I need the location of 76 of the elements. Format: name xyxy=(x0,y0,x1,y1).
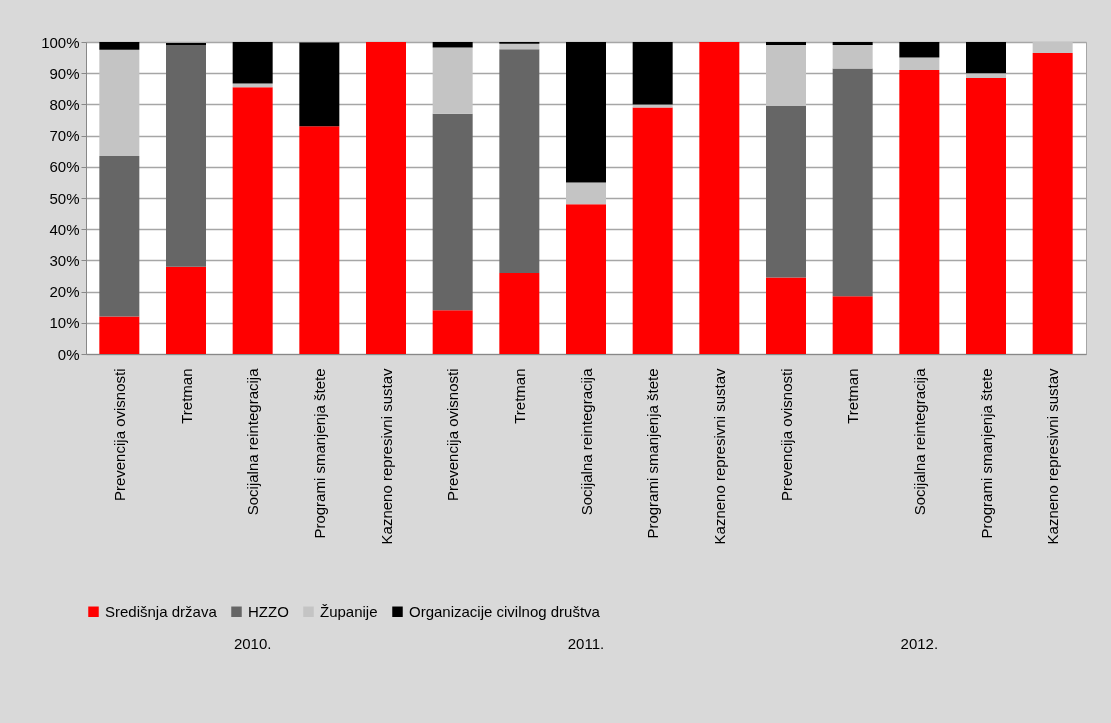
y-tick-label: 30% xyxy=(49,251,80,269)
bar xyxy=(566,42,606,183)
x-tick-label: Prevencija ovisnosti xyxy=(777,368,795,502)
bar xyxy=(232,83,273,88)
y-tick-label: 0% xyxy=(57,345,80,363)
bar xyxy=(166,45,206,267)
bar xyxy=(766,45,806,106)
y-tick-label: 10% xyxy=(49,314,80,332)
bar xyxy=(99,49,140,156)
y-tick-label: 50% xyxy=(49,189,80,207)
x-tick-label: Programi smanjenja štete xyxy=(310,368,328,539)
bar xyxy=(632,42,673,105)
bar xyxy=(632,107,673,354)
bar xyxy=(499,272,540,354)
bar xyxy=(832,296,873,354)
bar xyxy=(99,316,140,354)
bar xyxy=(566,182,606,205)
bar xyxy=(99,155,140,317)
bar xyxy=(166,266,206,354)
x-tick-label: Programi smanjenja štete xyxy=(977,368,995,539)
bar xyxy=(699,42,740,354)
bar xyxy=(432,47,473,114)
bar xyxy=(966,77,1006,354)
bar xyxy=(766,105,806,278)
x-tick-label: Socijalna reintegracija xyxy=(244,367,262,516)
y-tick-label: 100% xyxy=(41,33,80,51)
x-tick-label: Kazneno represivni sustav xyxy=(710,368,728,545)
bar xyxy=(499,49,540,273)
x-tick-label: Kazneno represivni sustav xyxy=(1044,368,1062,545)
bar xyxy=(966,73,1006,78)
bar xyxy=(1032,42,1073,53)
bar xyxy=(566,204,606,354)
y-tick-label: 40% xyxy=(49,220,80,238)
bar xyxy=(899,57,940,71)
x-tick-label: Prevencija ovisnosti xyxy=(444,368,462,502)
x-tick-label: Socijalna reintegracija xyxy=(910,367,928,516)
bar xyxy=(99,42,140,50)
bar xyxy=(232,87,273,354)
text: 2011. xyxy=(567,635,605,652)
bar xyxy=(1032,52,1073,354)
bar xyxy=(832,42,873,46)
bar xyxy=(832,68,873,297)
legend-label: Županije xyxy=(320,602,378,620)
y-tick-label: 60% xyxy=(49,158,80,176)
legend-label: Organizacije civilnog društva xyxy=(409,602,601,620)
bar xyxy=(232,42,273,84)
bar xyxy=(299,126,340,354)
bar xyxy=(766,277,806,354)
bar xyxy=(432,310,473,354)
x-tick-label: Prevencija ovisnosti xyxy=(110,368,128,502)
bar xyxy=(432,113,473,311)
legend-label: Središnja država xyxy=(105,602,218,620)
bar xyxy=(366,42,406,354)
y-tick-label: 90% xyxy=(49,64,80,82)
bar xyxy=(899,42,940,58)
y-tick-label: 70% xyxy=(49,127,80,145)
y-tick-label: 80% xyxy=(49,95,80,113)
bar xyxy=(166,42,206,46)
x-tick-label: Kazneno represivni sustav xyxy=(377,368,395,545)
x-tick-label: Tretman xyxy=(177,368,195,424)
x-tick-label: Tretman xyxy=(510,368,528,424)
x-tick-label: Tretman xyxy=(844,368,862,424)
y-tick-label: 20% xyxy=(49,283,80,301)
legend-label: HZZO xyxy=(248,602,289,620)
bar xyxy=(432,42,473,48)
bar xyxy=(899,70,940,354)
x-tick-label: Socijalna reintegracija xyxy=(577,367,595,516)
text: 2012. xyxy=(900,635,939,652)
bar xyxy=(299,42,340,127)
x-tick-label: Programi smanjenja štete xyxy=(644,368,662,539)
bar xyxy=(966,42,1006,74)
bar xyxy=(632,104,673,108)
bar xyxy=(499,43,540,50)
text: 2010. xyxy=(233,635,272,652)
bar xyxy=(766,42,806,46)
bar xyxy=(832,45,873,69)
